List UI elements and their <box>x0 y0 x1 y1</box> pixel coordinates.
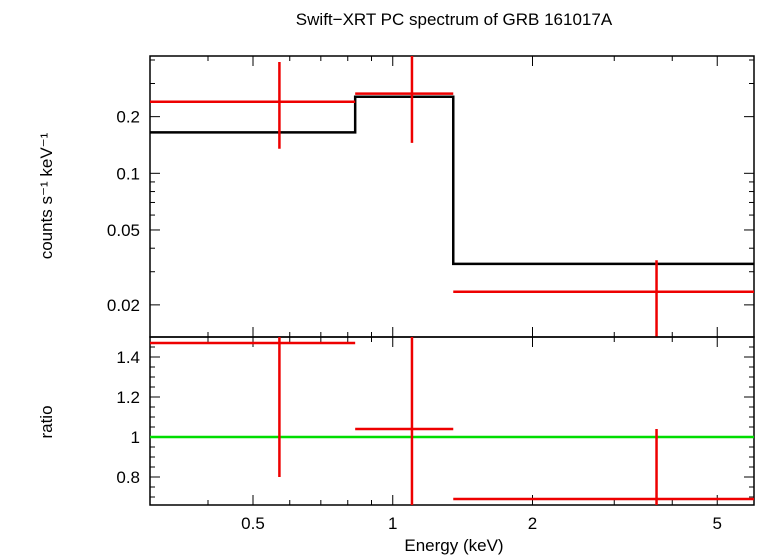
y-tick-label: 1.4 <box>116 348 140 367</box>
x-tick-label: 5 <box>713 514 722 533</box>
x-tick-label: 0.5 <box>241 514 265 533</box>
model-step-line <box>150 95 754 266</box>
x-tick-label: 2 <box>528 514 537 533</box>
spectrum-panel: 0.02 0.05 0.1 0.2 <box>107 55 755 338</box>
y-tick-label: 0.8 <box>116 468 140 487</box>
y-tick-label: 1 <box>131 428 140 447</box>
bottom-y-axis-label: ratio <box>37 405 56 438</box>
y-tick-label: 1.2 <box>116 388 140 407</box>
y-tick-label: 0.1 <box>116 164 140 183</box>
chart-title: Swift−XRT PC spectrum of GRB 161017A <box>296 10 613 29</box>
y-tick-label: 0.05 <box>107 221 140 240</box>
plot-frame <box>149 336 755 506</box>
top-y-axis-label: counts s⁻¹ keV⁻¹ <box>37 132 56 259</box>
plot-frame <box>149 55 755 338</box>
y-tick-label: 0.2 <box>116 108 140 127</box>
x-tick-label: 1 <box>388 514 397 533</box>
x-axis-label: Energy (keV) <box>404 536 503 555</box>
y-tick-label: 0.02 <box>107 296 140 315</box>
ratio-panel: 0.8 1 1.2 1.4 0.5 1 2 5 <box>116 336 755 533</box>
